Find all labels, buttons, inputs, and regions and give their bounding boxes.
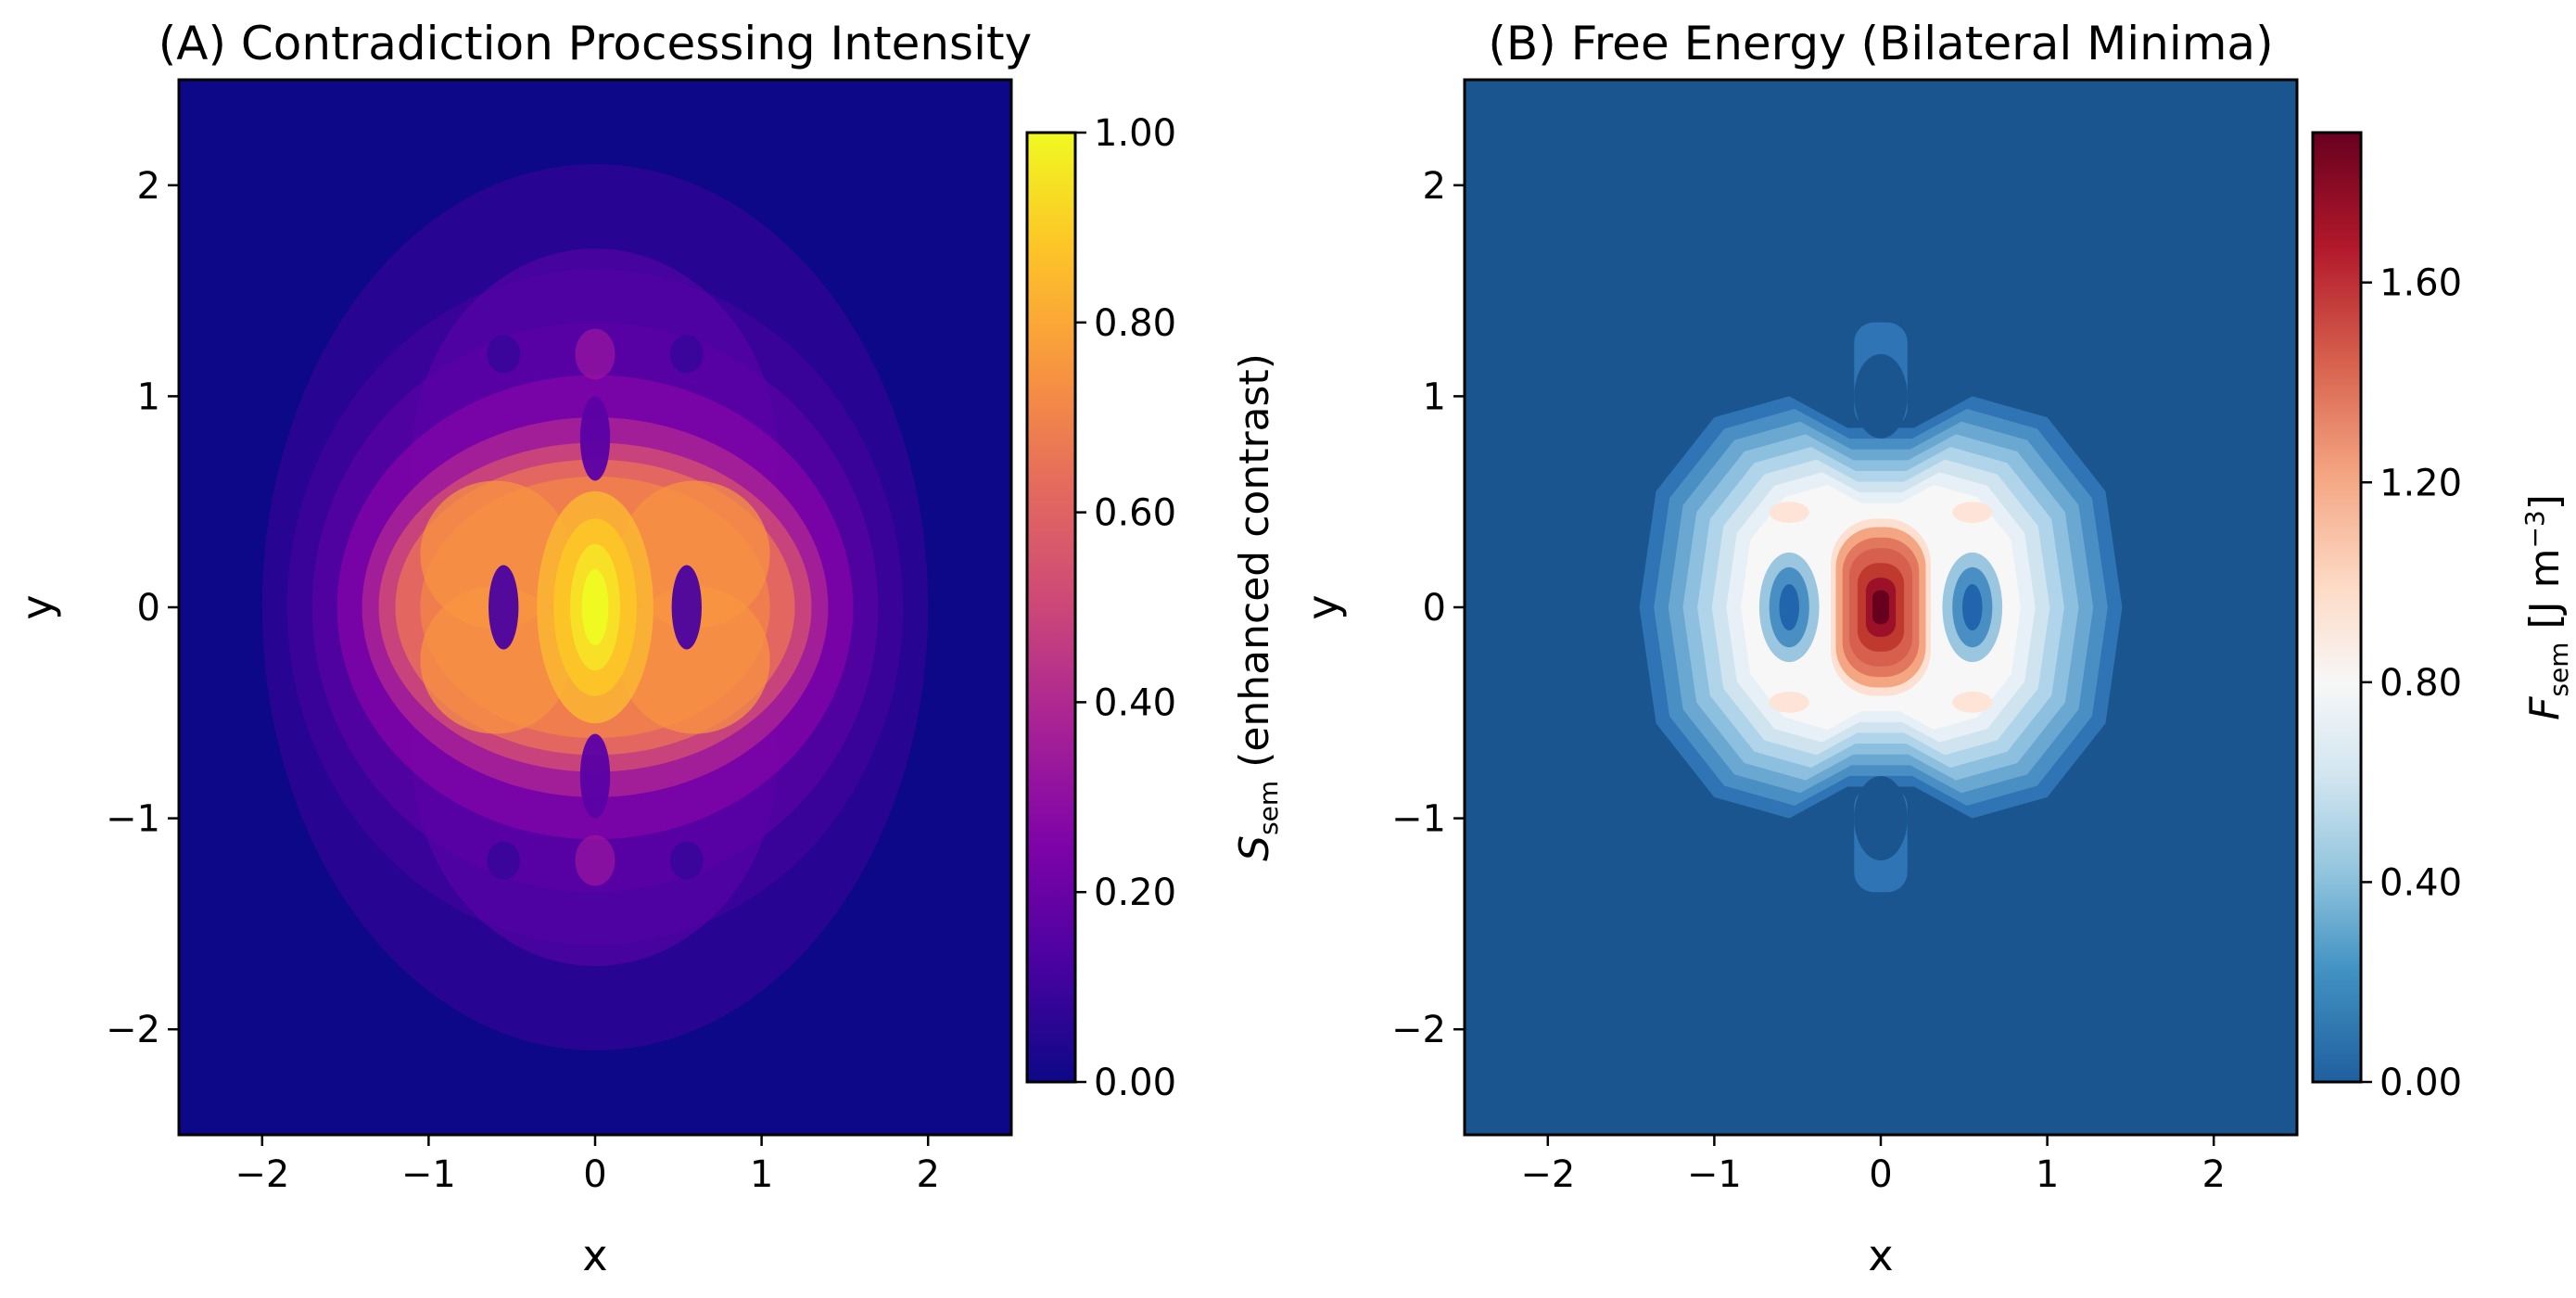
heatmap-shoulder <box>1769 692 1809 713</box>
heatmap-minimum <box>487 335 521 374</box>
panel-b-xlabel: x <box>1868 1230 1893 1280</box>
heatmap-shoulder <box>1952 692 1993 713</box>
panel-a-ylabel: y <box>12 594 62 619</box>
y-tick-label: −1 <box>1391 798 1446 841</box>
x-tick-label: 1 <box>750 1153 773 1196</box>
cb-b-label-sub: sem <box>2544 643 2574 697</box>
colorbar-tick-label: 0.00 <box>1094 1062 1176 1104</box>
y-tick-label: −2 <box>106 1009 160 1051</box>
heatmap-notch <box>1854 776 1908 861</box>
heatmap-peak <box>1872 590 1889 625</box>
heatmap-notch <box>1854 353 1908 439</box>
panel-b-ylabel: y <box>1298 594 1348 619</box>
x-tick-label: 1 <box>2036 1153 2059 1196</box>
x-tick-label: −1 <box>1687 1153 1742 1196</box>
heatmap-minimum <box>671 565 702 650</box>
heatmap-minimum <box>579 733 611 819</box>
x-tick-label: −2 <box>235 1153 289 1196</box>
heatmap-contour <box>581 569 609 645</box>
x-tick-label: −2 <box>1520 1153 1575 1196</box>
heatmap-contour <box>420 480 571 629</box>
y-tick-label: 2 <box>1423 165 1446 208</box>
y-tick-label: 0 <box>137 587 160 630</box>
y-tick-label: −2 <box>1391 1009 1446 1051</box>
heatmap-minimum-core <box>1779 583 1799 631</box>
colorbar-tick-label: 0.40 <box>2379 861 2462 904</box>
panel-a-axes: −2 −1 0 1 2 −2 −1 0 1 2 <box>106 165 940 1196</box>
panel-b-colorbar <box>2311 131 2363 1084</box>
heatmap-contour <box>619 586 770 734</box>
panel-a-colorbar-label: Ssem (enhanced contrast) <box>1231 353 1284 861</box>
heatmap-minimum <box>579 396 611 481</box>
y-tick-label: 2 <box>137 165 160 208</box>
colorbar-tick-label: 0.80 <box>1094 302 1176 345</box>
x-tick-label: 2 <box>2202 1153 2225 1196</box>
colorbar-tick-label: 1.00 <box>1094 112 1176 155</box>
heatmap-minimum <box>489 565 519 650</box>
cb-a-label-main: S <box>1231 835 1278 861</box>
heatmap-minimum <box>669 841 704 880</box>
panel-a-heatmap <box>179 80 1011 1135</box>
heatmap-side-lobe <box>575 328 615 380</box>
panel-a: (A) Contradiction Processing Intensity −… <box>12 17 1284 1280</box>
heatmap-side-lobe <box>575 834 615 886</box>
cb-b-label-main: F <box>2521 696 2569 720</box>
heatmap-minimum-core <box>1962 583 1983 631</box>
x-tick-label: −1 <box>401 1153 456 1196</box>
panel-a-xlabel: x <box>582 1230 607 1280</box>
heatmap-minimum <box>669 335 704 374</box>
heatmap-contour <box>420 586 571 734</box>
heatmap-shoulder <box>1769 502 1809 523</box>
panel-b: (B) Free Energy (Bilateral Minima) −2 −1 0… <box>1298 17 2574 1280</box>
y-tick-label: 1 <box>137 375 160 418</box>
panel-b-colorbar-label: Fsem [J m−3] <box>2519 494 2574 720</box>
colorbar-tick-label: 1.20 <box>2379 462 2462 504</box>
colorbar-tick-label: 0.80 <box>2379 662 2462 705</box>
cb-b-label-end: ] <box>2521 494 2569 510</box>
panel-b-heatmap <box>1465 80 2297 1135</box>
colorbar-tick-label: 0.20 <box>1094 872 1176 914</box>
y-tick-label: 1 <box>1423 375 1446 418</box>
x-tick-label: 0 <box>583 1153 606 1196</box>
cb-b-label-sup: −3 <box>2519 510 2550 548</box>
x-tick-label: 0 <box>1869 1153 1892 1196</box>
colorbar-tick-label: 0.00 <box>2379 1062 2462 1104</box>
panel-b-title: (B) Free Energy (Bilateral Minima) <box>1488 17 2273 70</box>
colorbar-tick-label: 1.60 <box>2379 262 2462 305</box>
colorbar-tick-label: 0.60 <box>1094 492 1176 535</box>
panel-b-axes: −2 −1 0 1 2 −2 −1 0 1 2 <box>1391 165 2226 1196</box>
panel-a-colorbar <box>1025 131 1077 1084</box>
heatmap-contour <box>619 480 770 629</box>
cb-a-label-rest: (enhanced contrast) <box>1231 353 1278 781</box>
cb-b-label-rest: [J m <box>2521 549 2569 643</box>
y-tick-label: −1 <box>106 798 160 841</box>
colorbar-tick-label: 0.40 <box>1094 681 1176 724</box>
panel-a-colorbar-ticks: 0.00 0.20 0.40 0.60 0.80 1.00 <box>1075 112 1176 1104</box>
panel-a-title: (A) Contradiction Processing Intensity <box>159 17 1032 70</box>
y-tick-label: 0 <box>1423 587 1446 630</box>
heatmap-shoulder <box>1952 502 1993 523</box>
heatmap-minimum <box>487 841 521 880</box>
panel-b-colorbar-ticks: 0.00 0.40 0.80 1.20 1.60 <box>2361 262 2462 1104</box>
cb-a-label-sub: sem <box>1253 781 1284 835</box>
x-tick-label: 2 <box>916 1153 939 1196</box>
